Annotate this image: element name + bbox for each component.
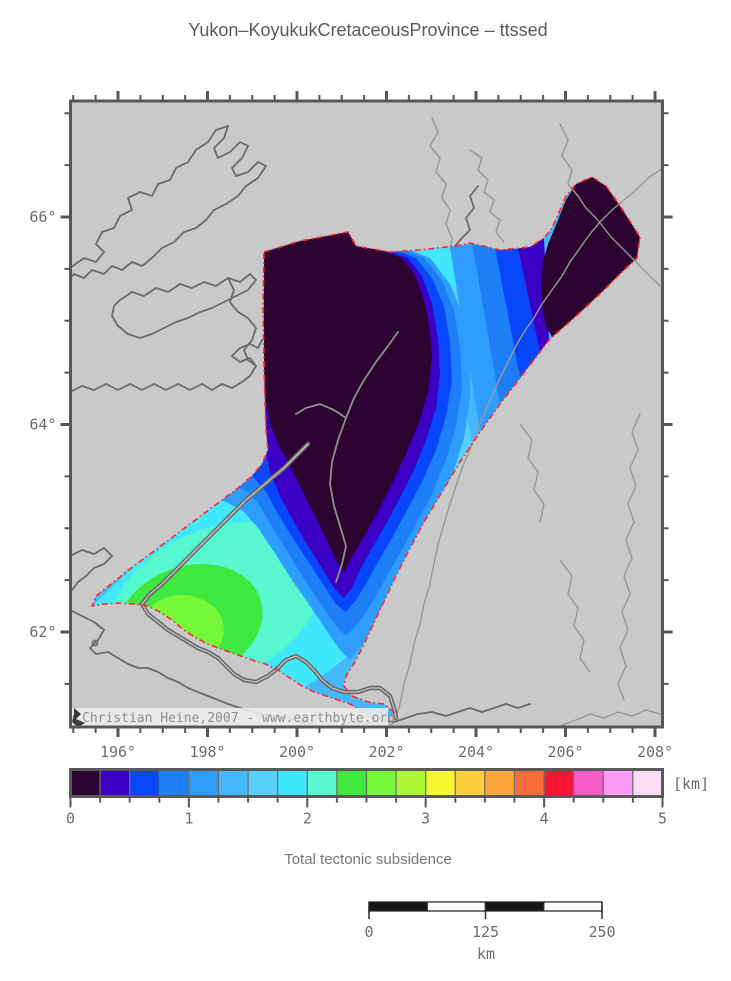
x-axis-tick-label: 200° <box>279 743 315 761</box>
map-linework: Christian Heine,2007 - www.earthbyte.org <box>70 117 663 727</box>
watermark-text: Christian Heine,2007 - www.earthbyte.org <box>82 711 395 726</box>
colorbar-segment <box>217 768 249 798</box>
colorbar-segment <box>188 768 220 798</box>
scalebar: 0 125 250 <box>364 901 616 941</box>
colorbar-segment <box>247 768 279 798</box>
scalebar-segment <box>543 901 603 912</box>
band-core-0 <box>264 232 432 572</box>
colorbar-segment <box>277 768 308 798</box>
colorbar-tick-label: 5 <box>658 810 667 828</box>
colorbar-segment <box>454 768 486 798</box>
colorbar-caption: Total tectonic subsidence <box>284 851 452 868</box>
colorbar-segment <box>365 768 397 798</box>
colorbar-tick-label: 0 <box>66 810 75 828</box>
scalebar-tick-label: 250 <box>588 923 615 941</box>
y-axis-tick-label: 66° <box>29 208 56 226</box>
watermark-box <box>72 708 388 727</box>
colorbar-segment <box>632 768 664 798</box>
x-axis-tick-label: 202° <box>368 743 404 761</box>
colorbar: 0 1 2 3 4 5 <box>66 768 667 828</box>
band-ne-3 <box>472 244 520 404</box>
province-outline <box>91 176 641 721</box>
scalebar-segment <box>368 901 428 912</box>
colorbar-segment <box>129 768 160 798</box>
scalebar-tick-label: 0 <box>364 923 373 941</box>
scalebar-segment <box>484 901 545 912</box>
rivers <box>139 117 663 727</box>
band-ne-4 <box>450 244 500 432</box>
axes: 196° 198° 200° 202° 204° 206° 208° 66° 64° 62° <box>29 91 673 761</box>
colorbar-tick-label: 3 <box>421 810 430 828</box>
colorbar-segment <box>158 768 190 798</box>
y-axis-tick-label: 64° <box>29 416 56 434</box>
colorbar-segment <box>69 768 101 798</box>
colorbar-tick-label: 4 <box>540 810 549 828</box>
colorbar-segment <box>99 768 131 798</box>
scalebar-segment <box>426 901 487 912</box>
band-ne-2 <box>495 248 540 378</box>
colorbar-unit-label: [km] <box>673 775 709 793</box>
colorbar-segment <box>336 768 368 798</box>
x-axis-tick-label: 196° <box>100 743 136 761</box>
x-axis-tick-label: 208° <box>637 743 673 761</box>
colorbar-tick-label: 1 <box>184 810 193 828</box>
watermark: Christian Heine,2007 - www.earthbyte.org <box>72 708 395 727</box>
band-ne-1 <box>518 238 549 352</box>
x-axis-tick-label: 206° <box>547 743 583 761</box>
band-ne-lobe-core <box>541 177 640 337</box>
colorbar-segment <box>513 768 545 798</box>
colorbar-segment <box>306 768 338 798</box>
colorbar-segment <box>573 768 604 798</box>
scalebar-tick-label: 125 <box>472 923 499 941</box>
x-axis-tick-label: 204° <box>458 743 494 761</box>
colorbar-segment <box>543 768 575 798</box>
x-axis-tick-label: 198° <box>189 743 225 761</box>
scalebar-unit-label: km <box>477 945 495 963</box>
colorbar-segment <box>395 768 427 798</box>
watermark-signature-mark <box>72 708 85 727</box>
colorbar-segment <box>602 768 634 798</box>
colorbar-tick-label: 2 <box>303 810 312 828</box>
figure-title: Yukon–KoyukukCretaceousProvince – ttssed <box>188 20 547 40</box>
y-axis-tick-label: 62° <box>29 623 56 641</box>
map-frame <box>69 99 664 729</box>
colorbar-segment <box>484 768 516 798</box>
colorbar-segment <box>425 768 456 798</box>
